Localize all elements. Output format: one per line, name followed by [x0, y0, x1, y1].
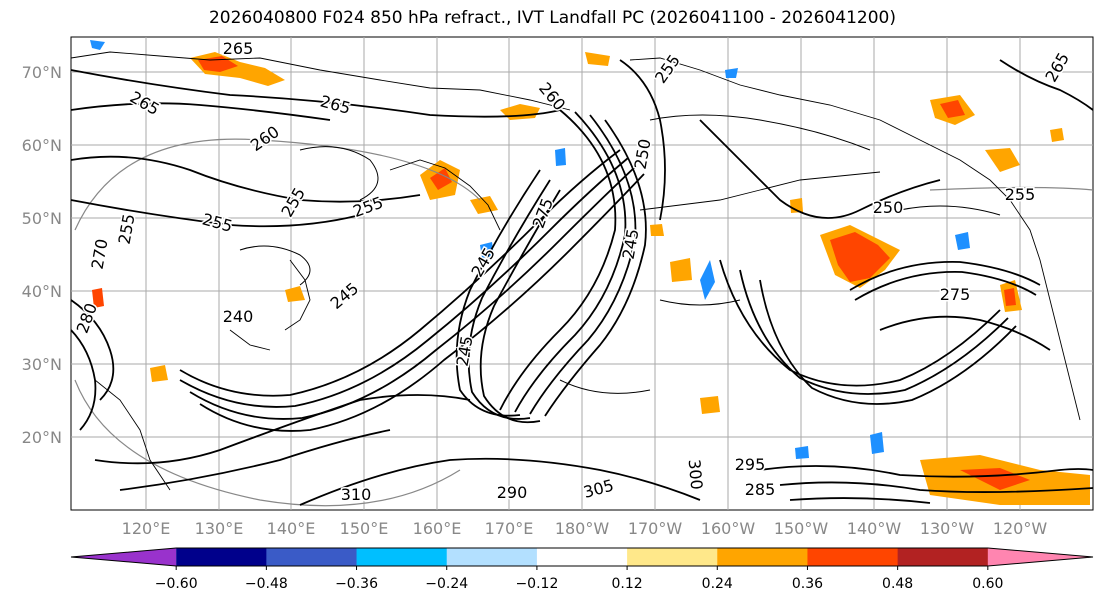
- shade-blue: [725, 68, 738, 78]
- colorbar-extend-left: [71, 548, 177, 566]
- chart-title: 2026040800 F024 850 hPa refract., IVT La…: [208, 8, 896, 28]
- colorbar-bin: [446, 548, 538, 566]
- lon-tick-label: 120°E: [122, 519, 171, 538]
- contour-lines: [70, 59, 1094, 506]
- shade-blue: [480, 242, 494, 258]
- latitude-labels: 70°N 60°N 50°N 40°N 30°N 20°N: [22, 63, 62, 447]
- colorbar-tick-label: 0.60: [972, 576, 1003, 592]
- lon-tick-label: 130°E: [195, 519, 244, 538]
- colorbar-tick-label: 0.36: [792, 576, 823, 592]
- contour-label: 285: [745, 480, 776, 499]
- shade-orange: [700, 396, 720, 414]
- shade-blue: [700, 260, 715, 300]
- shade-orange: [650, 224, 664, 236]
- colorbar: −0.60 −0.48 −0.36 −0.24 −0.12 0.12 0.24 0.36 0.4…: [70, 547, 1094, 592]
- colorbar-bin: [627, 548, 718, 566]
- lat-tick-label: 50°N: [22, 209, 62, 228]
- colorbar-bin: [717, 548, 808, 566]
- colorbar-tick-label: −0.12: [515, 576, 558, 592]
- shade-orange: [585, 52, 610, 66]
- contour-lines-thin: [239, 114, 1001, 394]
- lon-tick-label: 130°W: [920, 519, 975, 538]
- lat-tick-label: 40°N: [22, 282, 62, 301]
- contour-label: 245: [453, 334, 477, 367]
- lon-tick-label: 160°W: [701, 519, 756, 538]
- shade-red: [92, 288, 104, 308]
- shade-orange: [470, 196, 498, 214]
- shade-red: [960, 468, 1030, 490]
- shade-blue: [555, 148, 566, 166]
- shade-red: [430, 168, 452, 190]
- contour-label: 265: [223, 39, 254, 58]
- contour-label: 250: [873, 198, 904, 217]
- lon-tick-label: 140°E: [267, 519, 316, 538]
- colorbar-tick-label: 0.48: [882, 576, 913, 592]
- lon-tick-label: 120°W: [993, 519, 1048, 538]
- colorbar-tick-label: 0.24: [702, 576, 733, 592]
- colorbar-bin: [807, 548, 899, 566]
- graticule: [71, 37, 1093, 510]
- longitude-labels: 120°E 130°E 140°E 150°E 160°E 170°E 180°W 170°W…: [122, 519, 1048, 538]
- shade-orange: [985, 148, 1020, 172]
- colorbar-extend-right: [987, 548, 1093, 566]
- shade-red: [940, 100, 965, 118]
- colorbar-tick-label: −0.24: [425, 576, 468, 592]
- contour-label: 240: [223, 307, 254, 326]
- projection-arc: [74, 379, 461, 507]
- contour-label: 300: [685, 458, 707, 490]
- colorbar-tick-label: −0.60: [155, 576, 198, 592]
- lat-tick-label: 20°N: [22, 428, 62, 447]
- colorbar-bin: [897, 548, 989, 566]
- lon-tick-label: 150°W: [774, 519, 829, 538]
- lon-tick-label: 150°E: [340, 519, 389, 538]
- contour-label: 290: [497, 483, 528, 502]
- lat-tick-label: 70°N: [22, 63, 62, 82]
- shade-blue: [90, 40, 105, 50]
- shade-blue: [870, 432, 884, 454]
- lon-tick-label: 160°E: [413, 519, 462, 538]
- lon-tick-label: 180°W: [555, 519, 610, 538]
- lat-tick-label: 60°N: [22, 136, 62, 155]
- colorbar-bin: [536, 548, 628, 566]
- colorbar-bin: [266, 548, 358, 566]
- colorbar-bin: [356, 548, 448, 566]
- shade-red: [1004, 288, 1016, 306]
- colorbar-tick-label: −0.36: [335, 576, 378, 592]
- shade-red: [830, 232, 890, 282]
- projection-arc: [74, 138, 481, 231]
- contour-label: 295: [735, 455, 766, 474]
- lat-tick-label: 30°N: [22, 355, 62, 374]
- lon-tick-label: 170°W: [628, 519, 683, 538]
- coastlines: [70, 51, 1081, 491]
- contour-label: 275: [940, 285, 971, 304]
- contour-label: 310: [341, 485, 372, 504]
- contour-label: 255: [1005, 185, 1036, 204]
- shade-orange: [285, 286, 305, 302]
- shade-blue: [955, 232, 970, 250]
- projection-arc: [929, 186, 1094, 191]
- shade-orange: [670, 258, 692, 282]
- shade-orange: [1050, 128, 1064, 142]
- colorbar-tick-label: 0.12: [612, 576, 643, 592]
- shade-orange: [150, 365, 168, 382]
- shade-blue: [795, 446, 809, 459]
- lon-tick-label: 140°W: [847, 519, 902, 538]
- colorbar-bin: [176, 548, 267, 566]
- lon-tick-label: 170°E: [485, 519, 534, 538]
- colorbar-tick-label: −0.48: [245, 576, 288, 592]
